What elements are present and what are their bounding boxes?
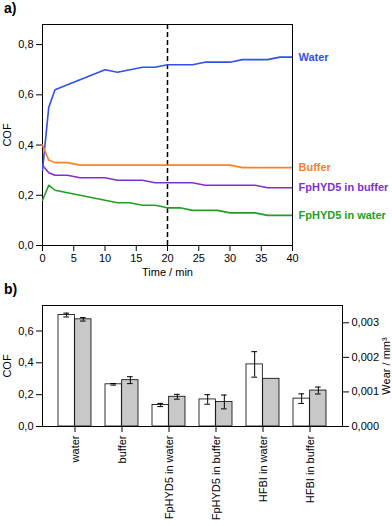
svg-text:20: 20 bbox=[161, 252, 173, 264]
svg-text:0,000: 0,000 bbox=[352, 420, 380, 432]
svg-text:water: water bbox=[69, 435, 81, 463]
svg-text:30: 30 bbox=[224, 252, 236, 264]
svg-text:0,4: 0,4 bbox=[18, 139, 33, 151]
html-text:b): b) bbox=[4, 281, 18, 297]
svg-text:35: 35 bbox=[255, 252, 267, 264]
svg-text:buffer: buffer bbox=[116, 435, 128, 463]
svg-text:0,003: 0,003 bbox=[352, 316, 380, 328]
svg-text:0,6: 0,6 bbox=[18, 88, 33, 100]
svg-text:5: 5 bbox=[71, 252, 77, 264]
svg-text:Wear / mm³: Wear / mm³ bbox=[380, 337, 392, 395]
svg-text:COF: COF bbox=[1, 354, 13, 378]
svg-text:Water: Water bbox=[299, 51, 330, 63]
svg-text:10: 10 bbox=[99, 252, 111, 264]
svg-text:0,002: 0,002 bbox=[352, 351, 380, 363]
svg-text:Buffer: Buffer bbox=[299, 161, 332, 173]
svg-text:0,0: 0,0 bbox=[18, 420, 33, 432]
svg-text:40: 40 bbox=[286, 252, 298, 264]
html-text:a): a) bbox=[4, 0, 17, 16]
svg-text:FpHYD5 in water: FpHYD5 in water bbox=[163, 435, 175, 519]
svg-text:FpHYD5 in buffer: FpHYD5 in buffer bbox=[299, 181, 390, 193]
svg-text:COF: COF bbox=[1, 123, 13, 147]
svg-text:Time / min: Time / min bbox=[142, 266, 193, 278]
svg-text:HFBI in water: HFBI in water bbox=[257, 435, 269, 502]
svg-text:0,8: 0,8 bbox=[18, 38, 33, 50]
svg-text:0,2: 0,2 bbox=[18, 388, 33, 400]
svg-text:HFBI in buffer: HFBI in buffer bbox=[304, 435, 316, 503]
svg-text:0,4: 0,4 bbox=[18, 356, 33, 368]
svg-text:0,0: 0,0 bbox=[18, 239, 33, 251]
svg-text:FpHYD5 in buffer: FpHYD5 in buffer bbox=[210, 435, 222, 520]
svg-text:FpHYD5 in water: FpHYD5 in water bbox=[299, 209, 387, 221]
svg-text:15: 15 bbox=[130, 252, 142, 264]
svg-text:0,6: 0,6 bbox=[18, 324, 33, 336]
svg-text:0,001: 0,001 bbox=[352, 385, 380, 397]
svg-text:0: 0 bbox=[39, 252, 45, 264]
svg-text:25: 25 bbox=[193, 252, 205, 264]
svg-text:0,2: 0,2 bbox=[18, 189, 33, 201]
